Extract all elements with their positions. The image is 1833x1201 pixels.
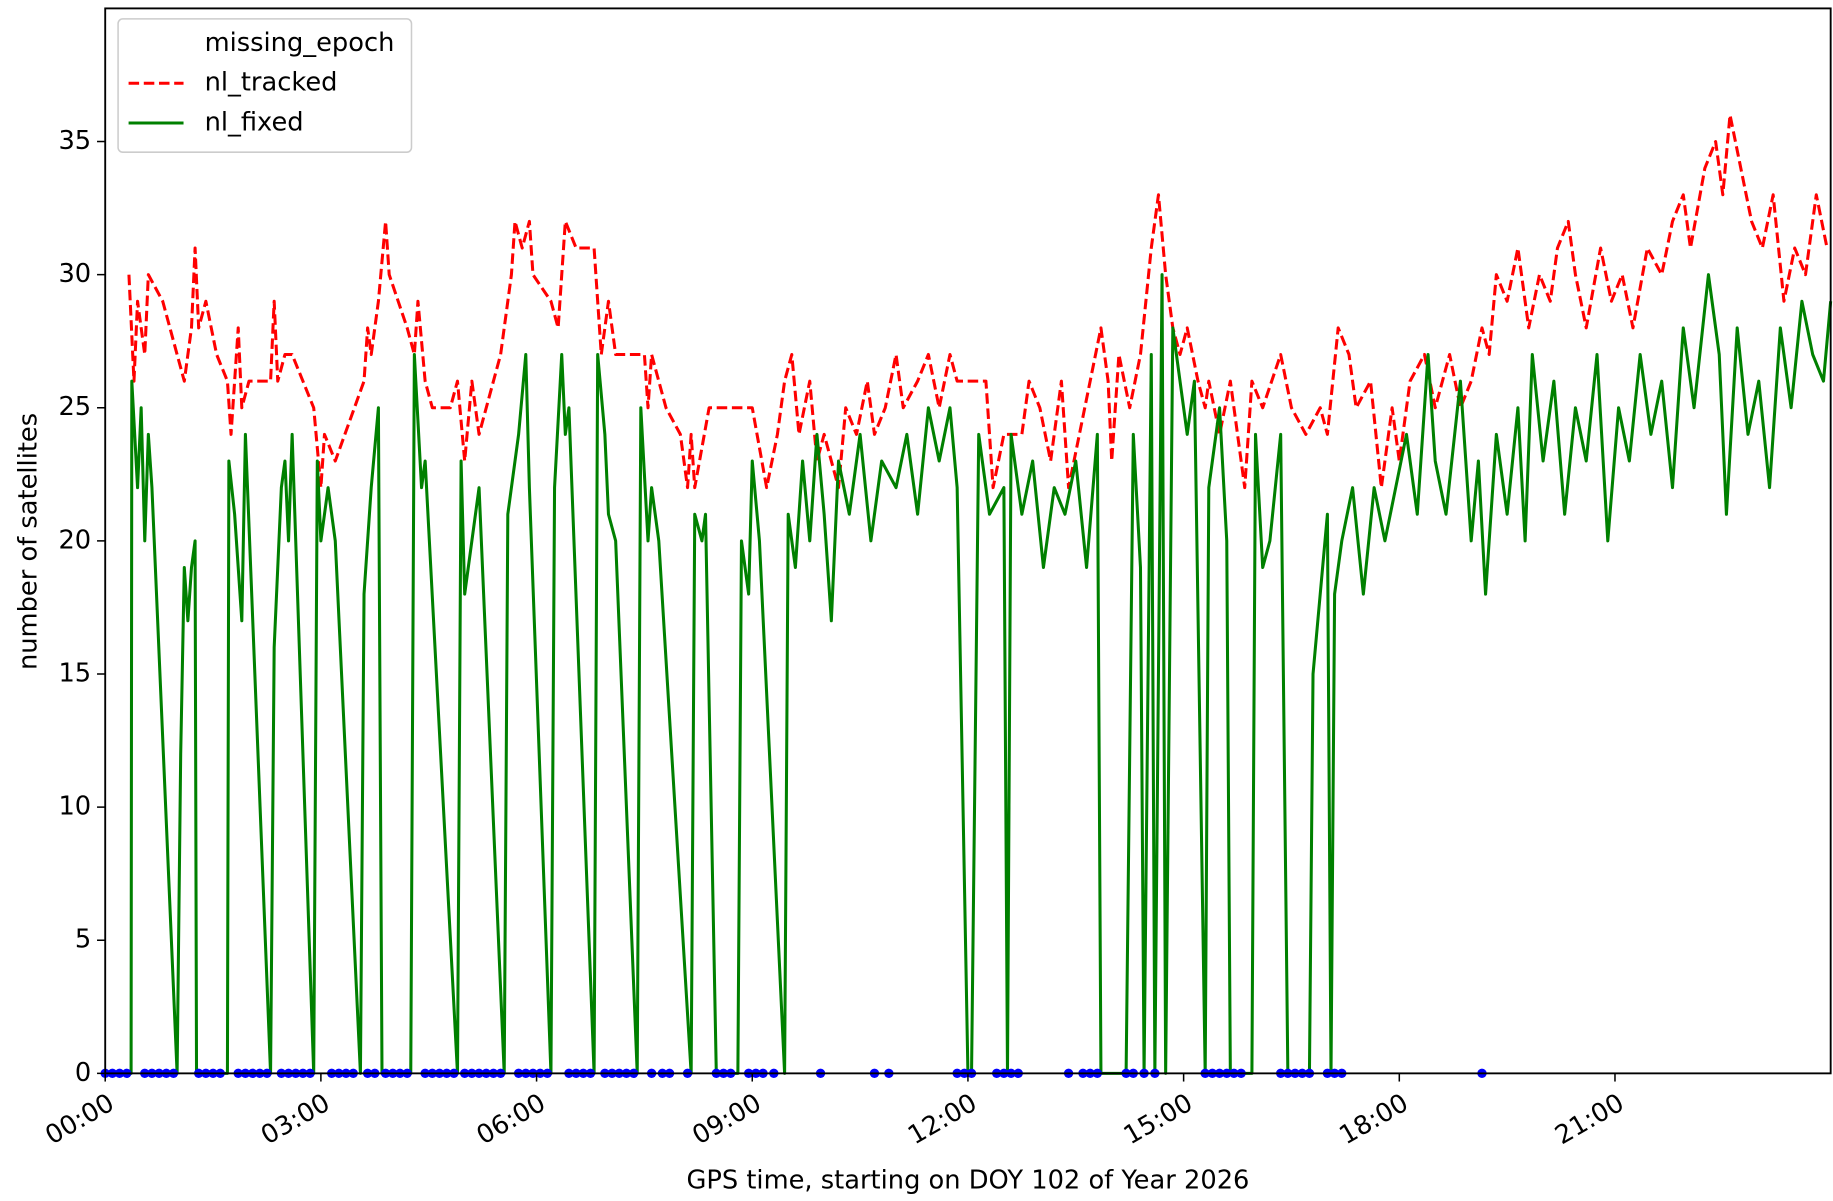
series-line [127, 113, 1829, 490]
y-tick-label: 15 [58, 659, 91, 689]
y-tick-label: 20 [58, 525, 91, 555]
y-tick-label: 30 [58, 259, 91, 289]
legend: missing_epoch nl_tracked nl_fixed [117, 18, 413, 153]
y-tick-label: 35 [58, 126, 91, 156]
y-tick-label: 0 [75, 1058, 91, 1088]
legend-box [117, 18, 413, 153]
x-axis-label: GPS time, starting on DOY 102 of Year 20… [686, 1165, 1249, 1195]
legend-label: missing_epoch [205, 28, 395, 58]
y-tick-label: 25 [58, 392, 91, 422]
y-tick-label: 10 [58, 792, 91, 822]
y-tick-label: 5 [75, 925, 91, 955]
legend-label: nl_tracked [205, 68, 338, 98]
y-axis-label: number of satellites [14, 413, 44, 670]
legend-label: nl_fixed [205, 107, 304, 137]
series-line [105, 273, 1833, 1075]
